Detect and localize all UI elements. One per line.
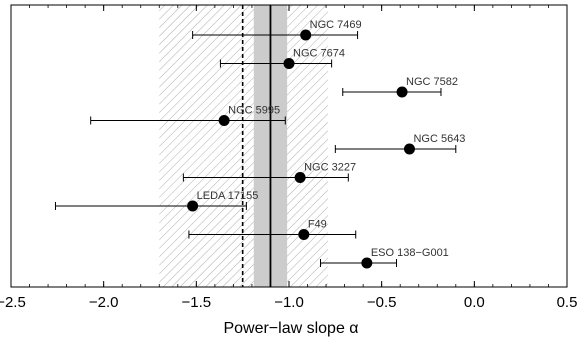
x-tick-label: −2.5 xyxy=(0,294,26,311)
x-tick-label: 0.0 xyxy=(464,294,485,311)
data-point: NGC 5643 xyxy=(334,133,465,155)
hatched-band xyxy=(159,5,328,287)
point-marker xyxy=(283,58,295,69)
x-tick-label: 0.5 xyxy=(557,294,578,311)
point-label: NGC 5643 xyxy=(413,133,465,145)
point-marker xyxy=(298,229,310,240)
data-point: NGC 7469 xyxy=(192,19,362,41)
point-label: F49 xyxy=(308,219,327,231)
point-marker xyxy=(187,200,199,212)
x-tick-label: −1.5 xyxy=(182,294,212,311)
point-label: ESO 138−G001 xyxy=(371,247,449,259)
data-point: NGC 3227 xyxy=(182,162,356,183)
data-point: NGC 7582 xyxy=(342,76,458,98)
point-marker xyxy=(300,29,312,41)
point-label: LEDA 17155 xyxy=(197,190,259,202)
point-marker xyxy=(294,172,306,183)
point-marker xyxy=(361,257,373,269)
point-label: NGC 7674 xyxy=(293,48,345,60)
data-point: ESO 138−G001 xyxy=(320,247,449,269)
x-tick-label: −2.0 xyxy=(89,294,119,311)
point-label: NGC 5995 xyxy=(228,105,280,117)
x-tick-label: −0.5 xyxy=(367,294,397,311)
point-marker xyxy=(218,115,230,126)
data-point: NGC 5995 xyxy=(90,105,286,126)
data-point: NGC 7674 xyxy=(219,48,345,69)
point-marker xyxy=(396,86,408,98)
data-point: LEDA 17155 xyxy=(54,190,259,212)
point-marker xyxy=(403,143,415,155)
point-label: NGC 7582 xyxy=(406,76,458,88)
x-tick-label: −1.0 xyxy=(274,294,304,311)
x-axis-label: Power−law slope α xyxy=(223,320,358,337)
point-label: NGC 3227 xyxy=(304,162,356,174)
data-points: NGC 7469 NGC 7674 NGC 7582 NGC 5995 NGC 5643… xyxy=(54,19,465,269)
point-label: NGC 7469 xyxy=(310,19,362,31)
data-point: F49 xyxy=(188,219,357,240)
x-axis: −2.5 −2.0 −1.5 −1.0 −0.5 0.0 0.5 xyxy=(0,5,577,311)
